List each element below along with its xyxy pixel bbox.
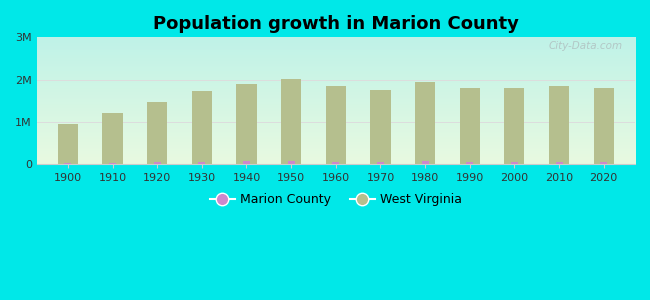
Bar: [549, 86, 569, 164]
Text: City-Data.com: City-Data.com: [549, 41, 623, 51]
Bar: [504, 88, 525, 164]
Bar: [332, 161, 339, 164]
Bar: [198, 162, 205, 164]
Bar: [237, 84, 257, 164]
Bar: [326, 85, 346, 164]
Bar: [153, 162, 161, 164]
Bar: [192, 91, 212, 164]
Bar: [370, 91, 391, 164]
Title: Population growth in Marion County: Population growth in Marion County: [153, 15, 519, 33]
Bar: [422, 161, 428, 164]
Bar: [58, 124, 78, 164]
Bar: [109, 163, 116, 164]
Legend: Marion County, West Virginia: Marion County, West Virginia: [205, 188, 467, 211]
Bar: [147, 102, 167, 164]
Bar: [556, 162, 563, 164]
Bar: [377, 162, 384, 164]
Bar: [600, 162, 607, 164]
Bar: [64, 163, 72, 164]
Bar: [415, 82, 435, 164]
Bar: [593, 88, 614, 164]
Bar: [466, 162, 473, 164]
Bar: [460, 88, 480, 164]
Bar: [288, 161, 294, 164]
Bar: [281, 80, 301, 164]
Bar: [511, 162, 518, 164]
Bar: [103, 112, 123, 164]
Bar: [243, 161, 250, 164]
